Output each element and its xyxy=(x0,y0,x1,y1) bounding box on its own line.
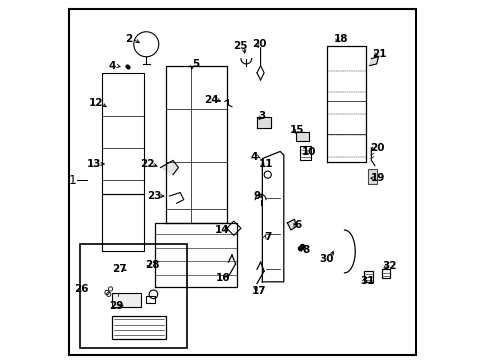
Bar xyxy=(364,271,372,282)
Text: 19: 19 xyxy=(370,173,385,183)
Bar xyxy=(296,132,308,141)
Text: 26: 26 xyxy=(74,284,89,294)
Bar xyxy=(112,316,165,339)
Bar xyxy=(80,244,187,348)
Bar xyxy=(146,296,155,303)
Text: 11: 11 xyxy=(258,159,273,169)
Text: 30: 30 xyxy=(319,254,333,264)
Text: 13: 13 xyxy=(87,159,102,169)
Text: 15: 15 xyxy=(289,125,304,135)
Bar xyxy=(367,169,376,184)
Text: 25: 25 xyxy=(232,41,247,51)
Text: 20: 20 xyxy=(252,39,266,49)
Text: 5: 5 xyxy=(192,59,200,69)
Text: 31: 31 xyxy=(360,276,374,286)
Text: 4: 4 xyxy=(250,152,257,162)
Text: 29: 29 xyxy=(109,301,123,311)
Text: 10: 10 xyxy=(302,147,316,157)
Polygon shape xyxy=(287,219,296,230)
Text: 14: 14 xyxy=(215,225,229,235)
Polygon shape xyxy=(257,117,271,128)
Text: 3: 3 xyxy=(258,111,264,121)
Text: 2: 2 xyxy=(124,34,132,44)
Text: 21: 21 xyxy=(371,49,386,59)
Text: 8: 8 xyxy=(302,245,309,255)
Polygon shape xyxy=(160,160,178,175)
Text: 7: 7 xyxy=(264,232,271,242)
Text: 32: 32 xyxy=(382,261,396,271)
Text: 27: 27 xyxy=(112,264,126,274)
Text: 4: 4 xyxy=(108,61,116,71)
Text: 18: 18 xyxy=(333,34,347,44)
Text: 6: 6 xyxy=(294,220,301,230)
Text: 1: 1 xyxy=(69,174,77,186)
Bar xyxy=(381,269,389,278)
Text: 23: 23 xyxy=(147,191,162,201)
Text: 24: 24 xyxy=(204,95,219,105)
Bar xyxy=(112,293,141,307)
Text: 28: 28 xyxy=(145,260,159,270)
Polygon shape xyxy=(369,57,378,66)
Text: 17: 17 xyxy=(251,286,265,296)
Text: 22: 22 xyxy=(140,159,154,169)
Bar xyxy=(299,146,310,160)
Text: 9: 9 xyxy=(253,191,260,201)
Text: 20: 20 xyxy=(370,143,384,153)
Text: 12: 12 xyxy=(89,98,103,108)
Text: 16: 16 xyxy=(215,273,230,283)
